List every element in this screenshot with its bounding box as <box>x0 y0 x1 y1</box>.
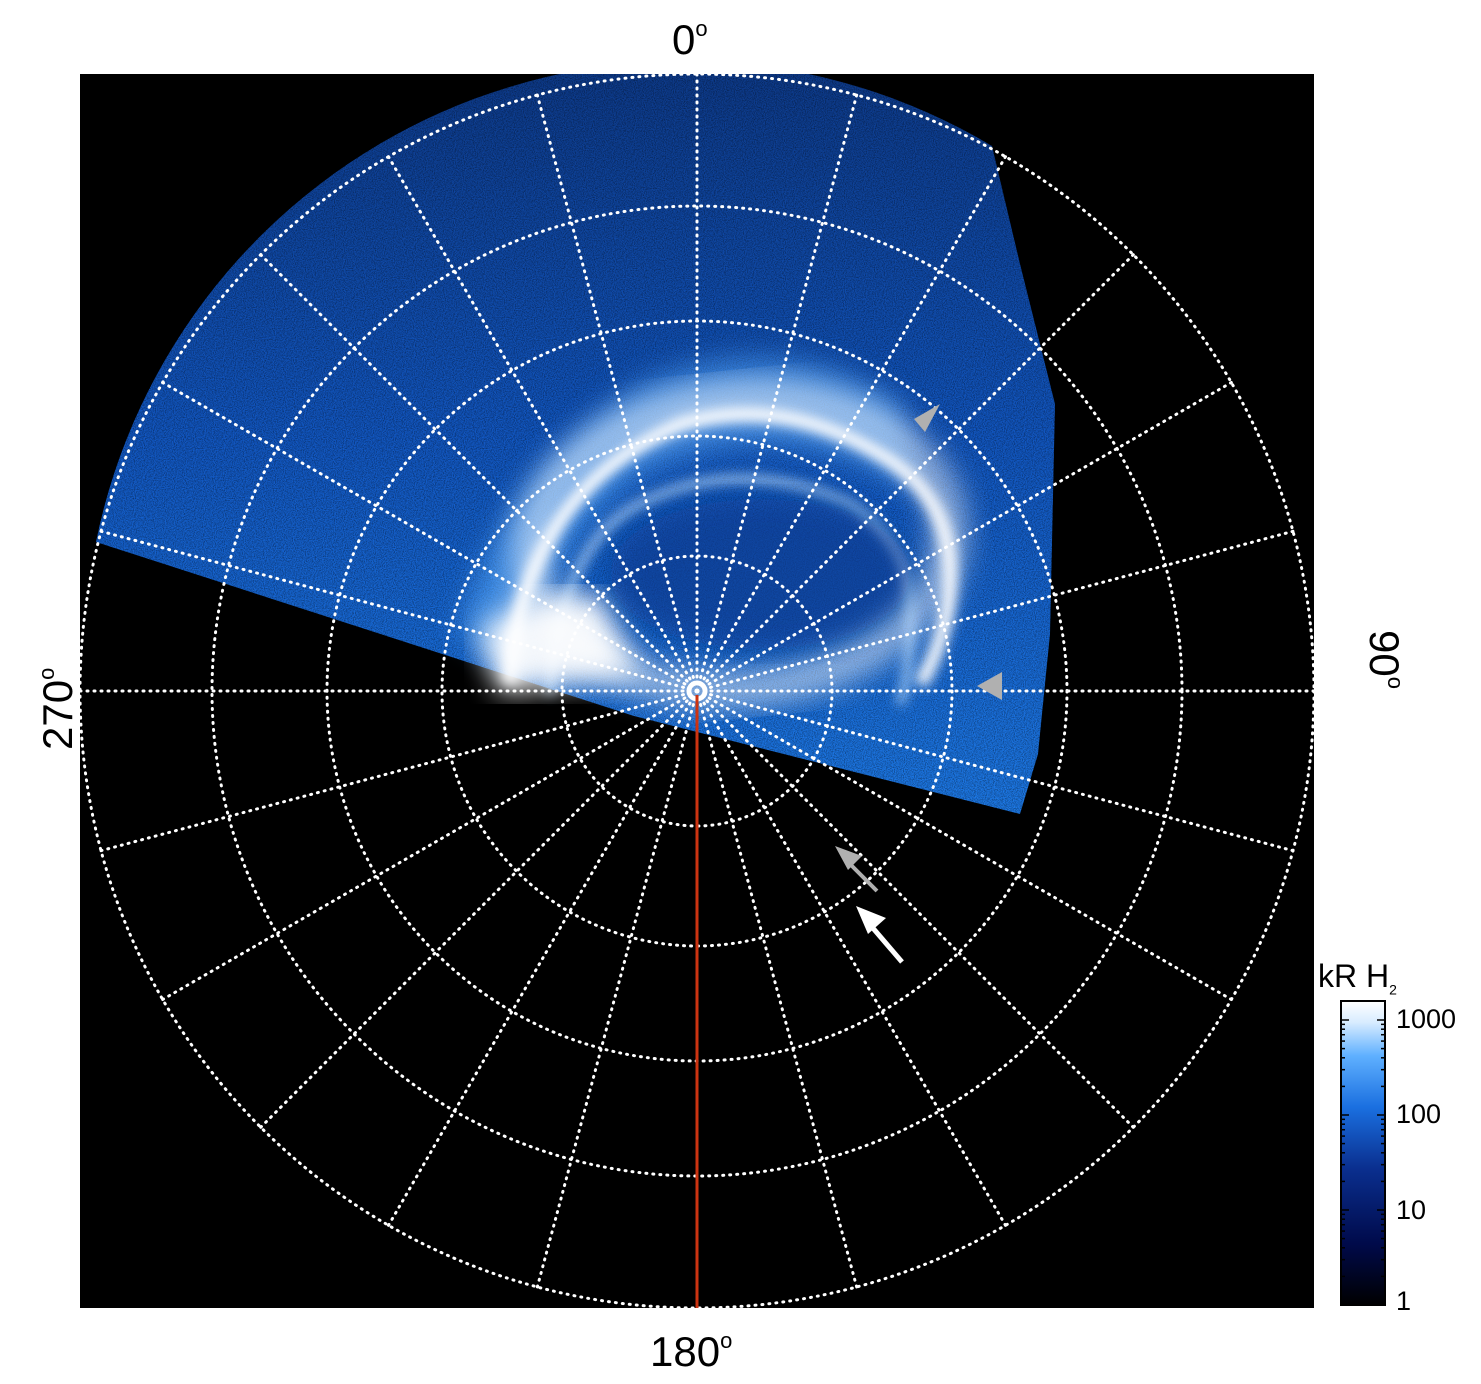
white-arrow <box>856 906 904 964</box>
longitude-line <box>695 529 1295 693</box>
longitude-line <box>161 689 699 1001</box>
colorbar <box>1340 1000 1386 1306</box>
gray-arrow <box>835 846 879 893</box>
longitude-line <box>695 689 1233 1001</box>
longitude-line <box>259 689 699 1129</box>
longitude-line <box>99 689 699 853</box>
longitude-line <box>535 689 699 1289</box>
longitude-line <box>695 93 859 693</box>
longitude-line <box>695 253 1135 693</box>
longitude-line <box>695 689 1135 1129</box>
longitude-line <box>695 689 1295 853</box>
colorbar-tick-1000: 1000 <box>1396 1004 1457 1034</box>
gray-arrowhead-upper <box>914 404 940 432</box>
longitude-line <box>161 381 699 693</box>
auroral-oval <box>480 381 967 707</box>
longitude-line <box>259 253 699 693</box>
longitude-line <box>535 93 699 693</box>
longitude-line <box>695 381 1233 693</box>
longitude-line <box>695 155 1007 693</box>
aurora-polar-image <box>80 74 1314 1308</box>
colorbar-tick-10: 10 <box>1396 1195 1427 1225</box>
label-180-degrees: 180o <box>650 1328 733 1375</box>
colorbar-tick-100: 100 <box>1396 1099 1442 1129</box>
longitude-line <box>695 689 859 1289</box>
longitude-line <box>387 155 699 693</box>
label-90-degrees: 90o <box>1361 630 1408 689</box>
label-0-degrees: 0o <box>672 16 708 63</box>
colorbar-tick-1: 1 <box>1396 1286 1412 1316</box>
longitude-line <box>99 529 699 693</box>
gray-arrowhead-right <box>977 672 1002 700</box>
longitude-line <box>387 689 699 1227</box>
colorbar-title: kR H2 <box>1318 958 1397 998</box>
label-270-degrees: 270o <box>34 667 81 750</box>
longitude-line <box>695 689 1007 1227</box>
